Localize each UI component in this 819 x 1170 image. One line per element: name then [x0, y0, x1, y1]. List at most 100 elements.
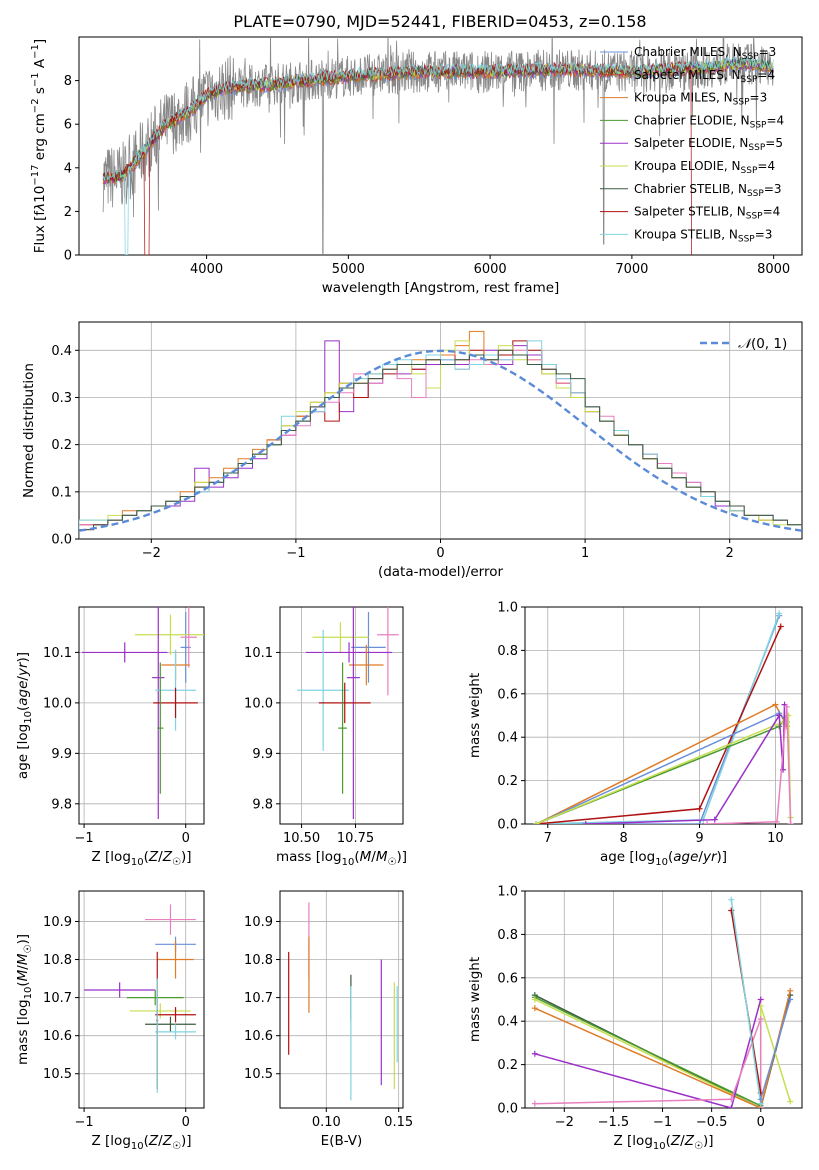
- error-bar-point: [84, 982, 156, 998]
- weight-marker: [582, 821, 589, 824]
- residuals-panel: −2 −1 0 1 2 0.0 0.1 0.2 0.3 0.4 (data-model)/error…: [21, 321, 803, 580]
- weight-lines: [531, 896, 794, 1108]
- weight-marker: [728, 1105, 735, 1108]
- legend-label: Salpeter STELIB, NSSP=4: [634, 205, 780, 222]
- weight-marker: [533, 821, 540, 824]
- x-axis-label: age [log10(age/yr)]: [600, 849, 727, 868]
- age_vs_mass-panel: 10.50 10.75 9.8 9.9 10.0 10.1 mass [log10(M/M☉…: [244, 606, 407, 868]
- y-tick-label: 10.6: [43, 1029, 72, 1044]
- x-axis-label: Z [log10(Z/Z☉)]: [614, 1133, 714, 1152]
- weight-line: [536, 712, 788, 824]
- weight-line: [536, 613, 780, 824]
- legend-label: Chabrier MILES, NSSP=3: [634, 45, 776, 62]
- y-tick-label: 0.8: [497, 644, 518, 659]
- error-bars: [297, 607, 399, 819]
- error-bar-point: [312, 622, 369, 653]
- y-tick-label: 0.0: [51, 533, 72, 548]
- error-bar-point: [129, 1003, 191, 1019]
- weight-marker: [777, 623, 784, 630]
- y-tick-label: 8: [64, 74, 72, 89]
- legend-label: Kroupa STELIB, NSSP=3: [634, 227, 772, 244]
- error-bars: [82, 607, 204, 819]
- weight-line: [730, 899, 762, 1104]
- weight-marker: [531, 1005, 538, 1012]
- y-tick-label: 0.2: [497, 1058, 518, 1073]
- x-tick-label: 0.15: [384, 1115, 413, 1130]
- error-bars: [84, 904, 196, 1093]
- x-tick-label: 1: [581, 546, 589, 561]
- weight-marker: [696, 821, 703, 824]
- legend-label: Salpeter ELODIE, NSSP=5: [634, 136, 783, 153]
- x-axis-label: wavelength [Angstrom, rest frame]: [322, 280, 560, 296]
- x-axis-label: (data-model)/error: [378, 564, 504, 580]
- y-tick-label: 1.0: [497, 601, 518, 616]
- x-tick-label: 5000: [332, 262, 365, 277]
- x-tick-label: −1: [74, 831, 93, 846]
- weight-marker: [757, 996, 764, 1003]
- x-axis-label: mass [log10(M/M☉)]: [276, 849, 407, 868]
- x-tick-label: −1: [286, 546, 305, 561]
- normal-curve: [79, 349, 802, 532]
- y-tick-label: 10.8: [244, 953, 273, 968]
- spectrum-panel: 4000 5000 6000 7000 8000 0 2 4 6 8 wavelength [Ang…: [30, 36, 803, 296]
- y-tick-label: 9.8: [51, 797, 72, 812]
- age_vs_Z-panel: −1 0 9.8 9.9 10.0 10.1 age [log10(age/yr)] Z [l…: [15, 606, 205, 868]
- axes-frame: [279, 606, 404, 825]
- axes-frame: [524, 890, 803, 1109]
- weight-line: [536, 615, 780, 824]
- weight-marker: [704, 821, 711, 824]
- error-bar-point: [157, 662, 164, 794]
- weight-marker: [776, 610, 783, 617]
- y-tick-label: 0.4: [497, 1015, 518, 1030]
- x-tick-label: 7000: [615, 262, 648, 277]
- weight-line: [534, 990, 791, 1108]
- weight-line: [707, 706, 792, 824]
- y-tick-label: 10.6: [244, 1029, 273, 1044]
- error-bar-point: [145, 1016, 196, 1032]
- weight-marker: [696, 805, 703, 812]
- error-bar-point: [351, 612, 386, 683]
- y-tick-label: 0.4: [497, 731, 518, 746]
- error-bar-point: [305, 642, 393, 663]
- weight-marker: [711, 816, 718, 823]
- spectrum-legend: Chabrier MILES, NSSP=3 Salpeter MILES, NS…: [600, 45, 784, 244]
- x-tick-label: −0.5: [696, 1115, 728, 1130]
- weight-marker: [787, 821, 794, 824]
- y-tick-label: 9.9: [252, 747, 273, 762]
- weight-marker: [773, 818, 780, 824]
- error-bar-point: [377, 607, 399, 696]
- x-tick-label: 8000: [757, 262, 790, 277]
- weight-line: [759, 999, 791, 1100]
- error-bar-point: [82, 642, 168, 663]
- y-tick-label: 0.2: [497, 774, 518, 789]
- weight-marker: [772, 701, 779, 708]
- x-tick-label: 0.10: [312, 1115, 341, 1130]
- y-tick-label: 4: [64, 161, 72, 176]
- y-tick-label: 2: [64, 205, 72, 220]
- x-tick-label: −1: [74, 1115, 93, 1130]
- x-tick-label: 10: [767, 831, 784, 846]
- legend-label: Chabrier ELODIE, NSSP=4: [634, 113, 784, 130]
- y-tick-label: 9.8: [252, 797, 273, 812]
- x-tick-label: −1.5: [598, 1115, 630, 1130]
- y-tick-label: 0.0: [497, 1102, 518, 1117]
- spectrum-lines: [102, 37, 774, 255]
- y-tick-label: 0.0: [497, 818, 518, 833]
- axes-frame: [78, 36, 803, 256]
- weight-marker: [783, 703, 790, 710]
- figure-title: PLATE=0790, MJD=52441, FIBERID=0453, z=0…: [233, 12, 646, 31]
- weight_vs_age-panel: 7 8 9 10 0.0 0.2 0.4 0.6 0.8 1.0 mass weight age [l…: [467, 601, 803, 868]
- weight-line: [536, 626, 782, 824]
- y-tick-label: 10.5: [244, 1067, 273, 1082]
- error-bar-point: [155, 1024, 196, 1040]
- histograms: [79, 330, 802, 539]
- y-tick-label: 9.9: [51, 747, 72, 762]
- x-tick-label: 9: [695, 831, 703, 846]
- axes-frame: [524, 606, 803, 825]
- x-tick-label: 4000: [190, 262, 223, 277]
- axes-frame: [78, 321, 803, 540]
- y-tick-label: 10.9: [43, 915, 72, 930]
- y-tick-label: 10.7: [244, 991, 273, 1006]
- x-tick-label: 10.50: [283, 831, 320, 846]
